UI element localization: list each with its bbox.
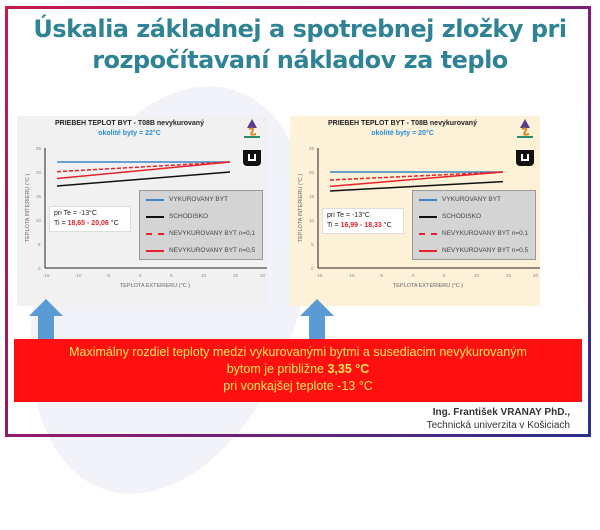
- y-axis-label: TEPLOTA INTERIERU (°C ): [25, 174, 31, 243]
- info-box: pri Te = -13°C Ti = 18,65 - 20,06 °C: [49, 206, 131, 232]
- info-unit: °C: [108, 220, 119, 227]
- svg-text:-5: -5: [379, 273, 383, 278]
- svg-text:15: 15: [233, 273, 239, 278]
- legend-heated: VYKUROVANY BYT: [140, 191, 262, 208]
- legend-label: NEVYKUROVANY BYT n=0,5: [442, 247, 529, 254]
- title-line-2: rozpočítavaní nákladov za teplo: [92, 46, 508, 74]
- info-te: pri Te = -13°C: [327, 212, 370, 219]
- legend-label: SCHODISKO: [442, 213, 482, 220]
- legend-label: NEVYKUROVANY BYT n=0,1: [169, 230, 256, 237]
- svg-text:20: 20: [36, 170, 42, 175]
- legend-stairs: SCHODISKO: [140, 208, 262, 225]
- university-logo-icon: [243, 150, 261, 166]
- chart-title: PRIEBEH TEPLOT BYT - T08B nevykurovaný: [328, 120, 477, 127]
- banner-line-1: Maximálny rozdiel teploty medzi vykurova…: [69, 345, 527, 359]
- arrow-up-icon: [300, 299, 334, 339]
- faculty-logo-icon: [517, 119, 533, 138]
- svg-text:5: 5: [38, 242, 41, 247]
- legend-unheated-01: NEVYKUROVANY BYT n=0,1: [413, 225, 535, 242]
- legend-unheated-05: NEVYKUROVANY BYT n=0,5: [413, 242, 535, 259]
- svg-text:-10: -10: [348, 273, 355, 278]
- legend-unheated-05: NEVYKUROVANY BYT n=0,5: [140, 242, 262, 259]
- svg-text:0: 0: [139, 273, 142, 278]
- line-chart: 25 20 15 10 5 0 -15 -10 -5 0 5 10 15 20 TEPLOTA E…: [25, 146, 267, 289]
- info-box: pri Te = -13°C Ti = 16,99 - 18,33 °C: [322, 208, 404, 234]
- author-affiliation: Technická univerzita v Košiciach: [426, 420, 570, 431]
- svg-text:-15: -15: [43, 273, 50, 278]
- svg-text:10: 10: [201, 273, 207, 278]
- legend-label: VYKUROVANY BYT: [442, 196, 501, 203]
- slide-title: Úskalia základnej a spotrebnej zložky pr…: [0, 14, 600, 76]
- chart-panel-20c: PRIEBEH TEPLOT BYT - T08B nevykurovaný o…: [290, 116, 540, 306]
- svg-text:-5: -5: [106, 273, 110, 278]
- svg-text:0: 0: [412, 273, 415, 278]
- info-prefix: Ti =: [327, 222, 341, 229]
- legend-label: NEVYKUROVANY BYT n=0,1: [442, 230, 529, 237]
- author-name: Ing. František VRANAY PhD.,: [432, 407, 570, 418]
- chart-legend: VYKUROVANY BYT SCHODISKO NEVYKUROVANY BY…: [412, 190, 536, 260]
- svg-text:5: 5: [170, 273, 173, 278]
- arrow-up-icon: [29, 299, 63, 339]
- svg-text:5: 5: [311, 242, 314, 247]
- legend-unheated-01: NEVYKUROVANY BYT n=0,1: [140, 225, 262, 242]
- svg-text:10: 10: [309, 218, 315, 223]
- svg-text:0: 0: [38, 266, 41, 271]
- info-te: pri Te = -13°C: [54, 210, 97, 217]
- info-unit: °C: [381, 222, 392, 229]
- banner-prefix: bytom je približne: [226, 362, 328, 376]
- svg-text:15: 15: [506, 273, 512, 278]
- svg-text:25: 25: [309, 146, 315, 151]
- info-ti: Ti = 18,65 - 20,06 °C: [54, 219, 126, 229]
- info-range: 18,65 - 20,06: [67, 220, 109, 227]
- chart-title: PRIEBEH TEPLOT BYT - T08B nevykurovaný: [55, 120, 204, 127]
- svg-text:25: 25: [36, 146, 42, 151]
- info-ti: Ti = 16,99 - 18,33 °C: [327, 221, 399, 231]
- author-credit: Ing. František VRANAY PhD., Technická un…: [427, 406, 570, 432]
- chart-subtitle: okolité byty = 22°C: [98, 130, 161, 137]
- legend-stairs: SCHODISKO: [413, 208, 535, 225]
- banner-line-3: pri vonkajšej teplote -13 °C: [223, 379, 373, 393]
- chart-legend: VYKUROVANY BYT SCHODISKO NEVYKUROVANY BY…: [139, 190, 263, 260]
- chart-subtitle: okolité byty = 20°C: [371, 130, 434, 137]
- info-prefix: Ti =: [54, 220, 68, 227]
- x-axis-label: TEPLOTA EXTERIERU (°C ): [393, 283, 463, 289]
- svg-text:20: 20: [533, 273, 539, 278]
- banner-value: 3,35 °C: [327, 362, 370, 376]
- svg-text:15: 15: [36, 194, 42, 199]
- title-line-1: Úskalia základnej a spotrebnej zložky pr…: [33, 15, 567, 43]
- chart-panel-22c: PRIEBEH TEPLOT BYT - T08B nevykurovaný o…: [17, 116, 267, 306]
- x-axis-label: TEPLOTA EXTERIERU (°C ): [120, 283, 190, 289]
- legend-label: VYKUROVANY BYT: [169, 196, 228, 203]
- svg-text:20: 20: [309, 170, 315, 175]
- svg-text:20: 20: [260, 273, 266, 278]
- line-chart: 25 20 15 10 5 0 -15 -10 -5 0 5 10 15 20 TEPLOTA E…: [298, 146, 540, 289]
- svg-text:5: 5: [443, 273, 446, 278]
- conclusion-banner: Maximálny rozdiel teploty medzi vykurova…: [14, 339, 582, 402]
- info-range: 16,99 - 18,33: [340, 222, 382, 229]
- legend-heated: VYKUROVANY BYT: [413, 191, 535, 208]
- svg-text:-15: -15: [316, 273, 323, 278]
- svg-text:-10: -10: [75, 273, 82, 278]
- banner-line-2: bytom je približne 3,35 °C: [14, 361, 582, 378]
- legend-label: SCHODISKO: [169, 213, 209, 220]
- legend-label: NEVYKUROVANY BYT n=0,5: [169, 247, 256, 254]
- svg-text:0: 0: [311, 266, 314, 271]
- y-axis-label: TEPLOTA INTERIERU (°C ): [298, 174, 304, 243]
- university-logo-icon: [516, 150, 534, 166]
- svg-text:10: 10: [474, 273, 480, 278]
- svg-text:10: 10: [36, 218, 42, 223]
- faculty-logo-icon: [244, 119, 260, 138]
- svg-text:15: 15: [309, 194, 315, 199]
